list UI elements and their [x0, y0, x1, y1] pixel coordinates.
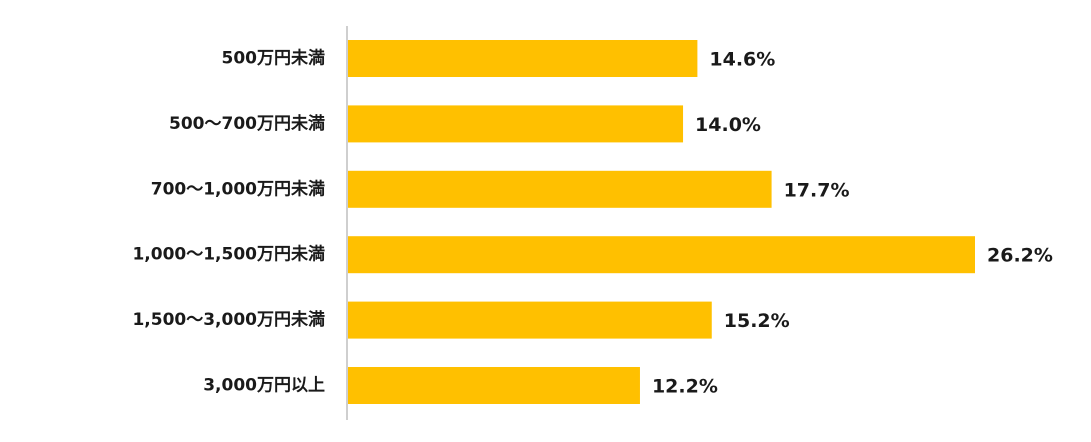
- bars-group: 500万円未満 14.6% 500～700万円未満 14.0% 700～1,000万円未…: [132, 40, 1053, 404]
- category-label: 3,000万円以上: [203, 376, 325, 396]
- bar: [348, 105, 684, 143]
- value-label: 12.2%: [652, 376, 718, 398]
- bar: [348, 40, 698, 77]
- value-label: 14.6%: [709, 49, 775, 71]
- bar: [348, 236, 975, 274]
- category-label: 700～1,000万円未満: [151, 178, 325, 199]
- value-label: 14.0%: [695, 114, 761, 136]
- category-label: 500万円未満: [222, 48, 326, 69]
- bar: [348, 367, 640, 404]
- value-label: 17.7%: [784, 179, 850, 201]
- bar: [348, 301, 712, 339]
- category-label: 1,000～1,500万円未満: [132, 244, 325, 265]
- bar: [348, 170, 772, 208]
- category-label: 1,500～3,000万円未満: [132, 309, 325, 330]
- value-label: 26.2%: [987, 245, 1053, 267]
- value-label: 15.2%: [724, 310, 790, 332]
- category-label: 500～700万円未満: [169, 113, 325, 134]
